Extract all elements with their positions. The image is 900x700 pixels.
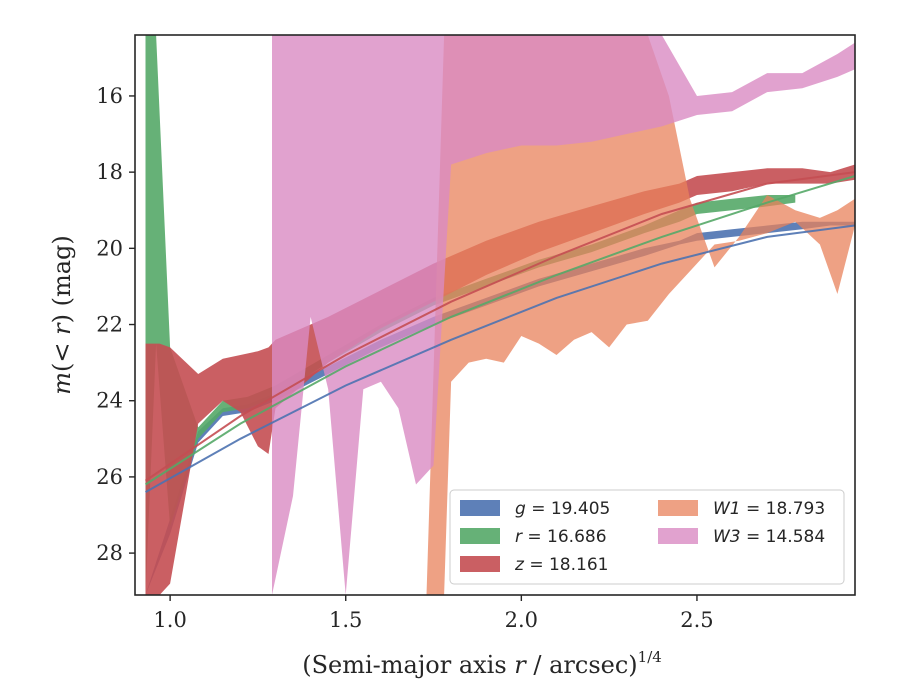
x-tick-label: 2.0: [505, 608, 538, 632]
y-axis-label: m(< r) (mag): [48, 235, 76, 395]
legend-swatch-r: [460, 528, 500, 544]
fit-line-r: [144, 175, 855, 486]
y-axis-ticks: 16 18 20 22 24 26 28: [96, 84, 135, 565]
x-label-rest: / arcsec): [526, 651, 638, 679]
y-tick-label: 24: [96, 389, 123, 413]
band-W3: [272, 35, 855, 595]
legend-label-z: z = 18.161: [514, 555, 608, 575]
legend-swatch-z: [460, 556, 500, 572]
y-label-rest1: (<: [48, 335, 76, 372]
fit-lines: [144, 171, 855, 493]
legend-box: [449, 489, 845, 585]
y-tick-label: 16: [96, 84, 123, 108]
fit-line-z: [144, 171, 855, 482]
legend-swatch-g: [460, 500, 500, 516]
y-tick-label: 18: [96, 160, 123, 184]
fit-line-g: [145, 224, 855, 493]
plot-frame: [134, 34, 856, 596]
band-W1: [426, 35, 855, 595]
x-label-sup: 1/4: [638, 648, 662, 666]
y-label-var: m: [48, 372, 76, 395]
legend-swatch-W3: [658, 528, 698, 544]
legend-label-g: g = 19.405: [515, 499, 610, 519]
x-axis-ticks: 1.0 1.5 2.0 2.5: [153, 595, 714, 632]
legend: g = 19.405 r = 16.686 z = 18.161 W1 = 18.79…: [449, 489, 845, 585]
y-label-var2: r: [48, 322, 76, 335]
legend-swatch-W1: [658, 500, 698, 516]
x-tick-label: 1.0: [153, 608, 186, 632]
y-tick-label: 28: [96, 541, 123, 565]
x-tick-label: 1.5: [329, 608, 362, 632]
x-label-var: r: [514, 651, 527, 679]
legend-label-W1: W1 = 18.793: [713, 499, 825, 519]
legend-label-W3: W3 = 14.584: [713, 527, 825, 547]
y-tick-label: 20: [96, 236, 123, 260]
x-axis-label: (Semi-major axis r / arcsec)1/4: [302, 648, 662, 679]
y-label-rest2: ) (mag): [48, 235, 76, 323]
x-label-main: (Semi-major axis: [302, 651, 514, 679]
x-tick-label: 2.5: [680, 608, 713, 632]
y-tick-label: 22: [96, 313, 123, 337]
y-tick-label: 26: [96, 465, 123, 489]
legend-label-r: r = 16.686: [515, 527, 607, 547]
